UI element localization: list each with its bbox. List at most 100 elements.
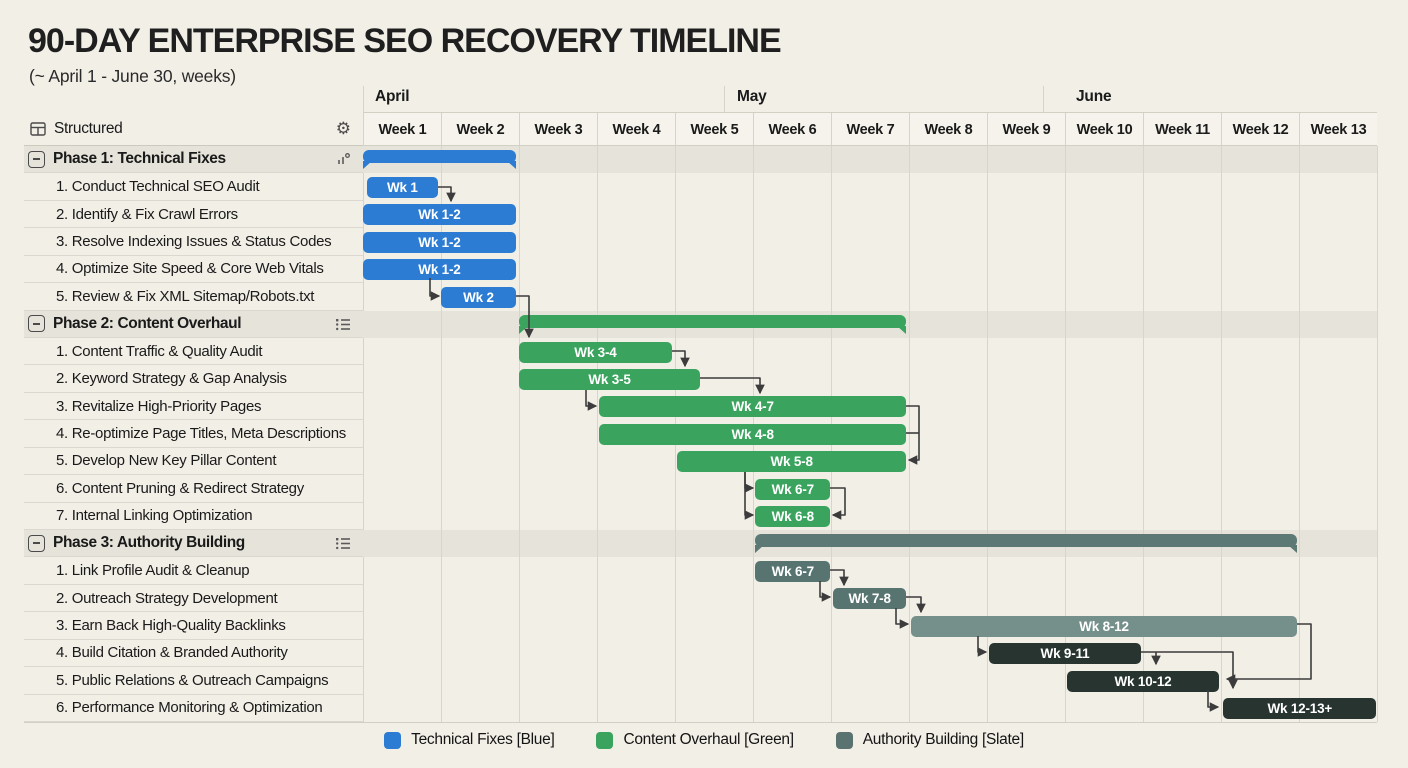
gear-icon[interactable]: ⚙ (335, 118, 351, 139)
dependency-arrow (906, 405, 920, 465)
phase-row[interactable]: Phase 2: Content Overhaul (24, 311, 363, 338)
task-row-label: 2. Keyword Strategy & Gap Analysis (56, 370, 287, 388)
phase-summary-bar[interactable] (519, 314, 906, 334)
task-row-label: 4. Build Citation & Branded Authority (56, 644, 288, 662)
task-row[interactable]: 1. Conduct Technical SEO Audit (24, 173, 363, 201)
task-row-label: 6. Performance Monitoring & Optimization (56, 699, 323, 717)
task-row-label: 2. Outreach Strategy Development (56, 589, 278, 607)
phase-summary-bar[interactable] (363, 150, 516, 169)
task-row[interactable]: 4. Optimize Site Speed & Core Web Vitals (24, 256, 363, 284)
header-top-line (363, 112, 1377, 113)
legend-item: Content Overhaul [Green] (596, 731, 794, 749)
task-row-label: 5. Develop New Key Pillar Content (56, 452, 277, 470)
task-row[interactable]: 6. Performance Monitoring & Optimization (24, 695, 363, 722)
header-bottom-line (24, 145, 1377, 146)
gantt-bar[interactable]: Wk 3-5 (519, 368, 700, 390)
task-row[interactable]: 3. Resolve Indexing Issues & Status Code… (24, 228, 363, 256)
gantt-bar[interactable]: Wk 4-8 (599, 423, 906, 445)
task-row[interactable]: 2. Outreach Strategy Development (24, 585, 363, 613)
gantt-bar[interactable]: Wk 9-11 (989, 643, 1141, 665)
gantt-bar[interactable]: Wk 1-2 (363, 231, 516, 253)
dependency-arrow (744, 472, 755, 520)
phase-band (24, 146, 1377, 174)
gantt-bar[interactable]: Wk 8-12 (911, 615, 1297, 637)
week-header-9: Week 9 (987, 113, 1065, 146)
left-panel-title: Structured (54, 120, 123, 137)
left-panel-header: Structured ⚙ (24, 113, 363, 146)
task-row[interactable]: 4. Build Citation & Branded Authority (24, 640, 363, 668)
chart-bottom-line (24, 722, 1377, 723)
gantt-bar[interactable]: Wk 4-7 (599, 396, 906, 418)
chart-icon[interactable] (336, 152, 351, 167)
gantt-bar[interactable]: Wk 1-2 (363, 259, 516, 281)
task-row[interactable]: 5. Public Relations & Outreach Campaigns (24, 667, 363, 695)
legend-swatch (835, 731, 853, 749)
month-separator (1043, 86, 1044, 112)
task-row-label: 4. Re-optimize Page Titles, Meta Descrip… (56, 424, 346, 442)
gantt-bar[interactable]: Wk 6-7 (755, 478, 831, 500)
task-row[interactable]: 1. Link Profile Audit & Cleanup (24, 557, 363, 585)
gantt-bar[interactable]: Wk 1-2 (363, 204, 516, 226)
phase-row-label: Phase 2: Content Overhaul (53, 314, 242, 332)
task-row[interactable]: 4. Re-optimize Page Titles, Meta Descrip… (24, 420, 363, 448)
task-row[interactable]: 5. Review & Fix XML Sitemap/Robots.txt (24, 283, 363, 311)
task-row[interactable]: 2. Identify & Fix Crawl Errors (24, 201, 363, 229)
dependency-arrow (744, 472, 755, 493)
dependency-arrow (819, 581, 832, 602)
phase-row[interactable]: Phase 3: Authority Building (24, 530, 363, 558)
legend-item: Authority Building [Slate] (835, 731, 1024, 749)
dependency-arrow (977, 636, 988, 657)
phase-summary-bar[interactable] (755, 534, 1297, 553)
gantt-bar[interactable]: Wk 6-7 (755, 560, 831, 582)
task-row[interactable]: 2. Keyword Strategy & Gap Analysis (24, 365, 363, 393)
phase-row[interactable]: Phase 1: Technical Fixes (24, 146, 363, 174)
panel-divider (363, 86, 364, 722)
gantt-bar[interactable]: Wk 1 (366, 176, 438, 198)
task-row[interactable]: 6. Content Pruning & Redirect Strategy (24, 475, 363, 503)
list-icon[interactable] (335, 317, 351, 331)
task-row[interactable]: 3. Revitalize High-Priority Pages (24, 393, 363, 421)
collapse-icon[interactable] (28, 534, 45, 552)
gantt-bar[interactable]: Wk 10-12 (1067, 670, 1219, 692)
collapse-icon[interactable] (28, 150, 45, 168)
gantt-bar[interactable]: Wk 7-8 (833, 588, 906, 610)
legend-item: Technical Fixes [Blue] (384, 731, 555, 749)
month-label-may: May (737, 88, 767, 105)
task-row[interactable]: 5. Develop New Key Pillar Content (24, 448, 363, 476)
legend: Technical Fixes [Blue] Content Overhaul [… (0, 731, 1408, 749)
task-row[interactable]: 1. Content Traffic & Quality Audit (24, 338, 363, 366)
dependency-arrow (1207, 690, 1220, 712)
task-row[interactable]: 3. Earn Back High-Quality Backlinks (24, 612, 363, 640)
dependency-arrow (429, 278, 441, 301)
week-gridline (519, 146, 520, 722)
task-row-label: 3. Earn Back High-Quality Backlinks (56, 616, 286, 634)
week-header-3: Week 3 (519, 113, 597, 146)
collapse-icon[interactable] (28, 315, 45, 333)
week-header-4: Week 4 (597, 113, 675, 146)
legend-label: Technical Fixes [Blue] (411, 731, 555, 748)
table-grid-icon (30, 122, 46, 136)
gantt-bar[interactable]: Wk 6-8 (755, 506, 831, 528)
task-row[interactable]: 7. Internal Linking Optimization (24, 503, 363, 530)
dependency-arrow (830, 487, 846, 520)
week-header-6: Week 6 (753, 113, 831, 146)
legend-label: Authority Building [Slate] (862, 731, 1024, 748)
phase-row-label: Phase 3: Authority Building (53, 534, 245, 552)
gantt-bar[interactable]: Wk 12-13+ (1223, 698, 1377, 720)
gantt-bar[interactable]: Wk 5-8 (677, 451, 906, 473)
task-row-label: 5. Review & Fix XML Sitemap/Robots.txt (56, 287, 315, 305)
dependency-arrow (830, 569, 849, 587)
week-gridline (1377, 146, 1378, 722)
gantt-bar[interactable]: Wk 3-4 (519, 341, 672, 363)
dependency-arrow (672, 350, 690, 368)
task-row-label: 1. Conduct Technical SEO Audit (56, 178, 260, 196)
task-row-label: 2. Identify & Fix Crawl Errors (56, 205, 238, 223)
phase-row-label: Phase 1: Technical Fixes (53, 150, 226, 168)
list-icon[interactable] (335, 536, 351, 550)
page-title: 90-DAY ENTERPRISE SEO RECOVERY TIMELINE (28, 22, 782, 60)
week-gridline (441, 146, 442, 722)
task-row-label: 3. Resolve Indexing Issues & Status Code… (56, 232, 332, 250)
gantt-bar[interactable]: Wk 2 (441, 286, 516, 308)
week-header-5: Week 5 (675, 113, 753, 146)
task-row-label: 4. Optimize Site Speed & Core Web Vitals (56, 260, 324, 278)
